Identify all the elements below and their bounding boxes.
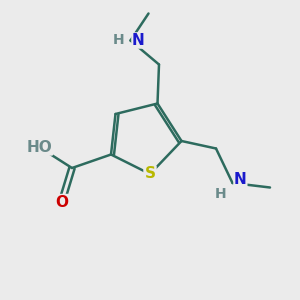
Text: H: H [112, 34, 124, 47]
Text: N: N [234, 172, 247, 188]
Text: H: H [215, 187, 226, 200]
Text: N: N [132, 33, 145, 48]
Text: HO: HO [26, 140, 52, 154]
Text: S: S [145, 167, 155, 182]
Text: O: O [55, 195, 68, 210]
